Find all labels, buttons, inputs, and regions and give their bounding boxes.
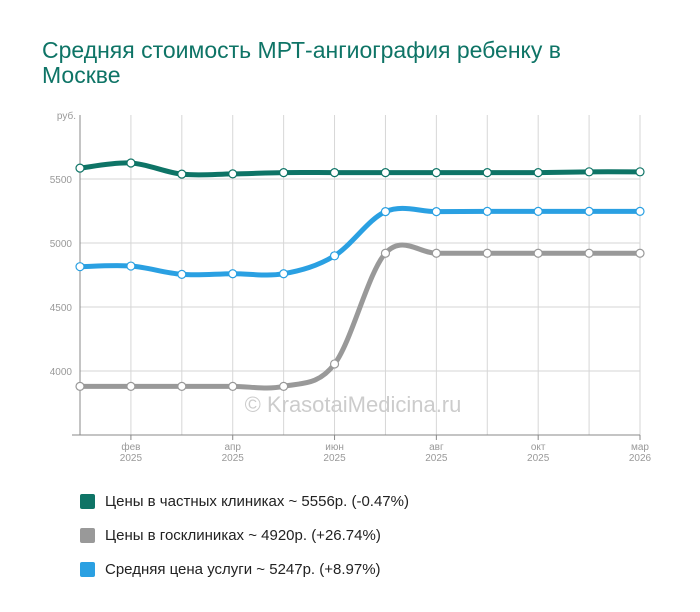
data-point [279, 168, 289, 178]
data-point [329, 359, 340, 369]
y-tick-label: 5000 [50, 239, 73, 250]
series-line [77, 205, 643, 278]
series-line [77, 242, 643, 391]
data-point [329, 168, 340, 178]
data-point [126, 381, 136, 391]
data-point [533, 168, 543, 178]
legend-swatch [80, 493, 95, 509]
legend-swatch [80, 561, 95, 577]
data-point [177, 269, 187, 279]
data-point [75, 381, 85, 391]
data-point [177, 169, 187, 179]
legend: Цены в частных клиниках ~ 5556р. (-0.47%… [80, 484, 409, 586]
x-tick-year: 2026 [629, 453, 652, 464]
y-tick-label: 5500 [50, 175, 73, 186]
legend-label: Средняя цена услуги ~ 5247р. (+8.97%) [105, 560, 381, 578]
y-tick-label: 4000 [50, 367, 73, 378]
x-tick-label: апр [224, 442, 241, 453]
series-line [77, 160, 643, 178]
data-point [228, 269, 238, 279]
data-point [380, 248, 391, 258]
data-point [635, 206, 645, 216]
data-point [380, 168, 391, 178]
data-point [126, 158, 136, 168]
data-point [584, 206, 594, 216]
legend-item[interactable]: Цены в госклиниках ~ 4920р. (+26.74%) [80, 518, 409, 552]
data-point [228, 381, 238, 391]
data-point [533, 248, 543, 258]
data-point [126, 261, 136, 271]
data-point [533, 206, 543, 216]
x-tick-label: окт [531, 442, 546, 453]
data-point [431, 168, 441, 178]
data-point [329, 251, 340, 261]
x-tick-year: 2025 [222, 453, 245, 464]
data-point [482, 168, 492, 178]
y-tick-label: 4500 [50, 303, 73, 314]
data-point [584, 167, 594, 177]
line-chart: 4000450050005500руб.фев2025апр2025июн202… [50, 110, 652, 464]
data-point [431, 248, 441, 258]
legend-item[interactable]: Средняя цена услуги ~ 5247р. (+8.97%) [80, 552, 409, 586]
x-tick-label: фев [121, 441, 140, 453]
x-tick-label: мар [631, 442, 649, 453]
x-tick-label: июн [325, 442, 344, 453]
data-point [482, 248, 492, 258]
chart-title: Средняя стоимость МРТ-ангиография ребенк… [42, 37, 561, 88]
data-point [177, 381, 187, 391]
data-point [635, 167, 645, 177]
legend-swatch [80, 527, 95, 543]
data-point [279, 381, 289, 391]
legend-label: Цены в частных клиниках ~ 5556р. (-0.47%… [105, 492, 409, 510]
legend-item[interactable]: Цены в частных клиниках ~ 5556р. (-0.47%… [80, 484, 409, 518]
data-point [431, 207, 441, 217]
data-point [228, 169, 238, 179]
data-point [482, 206, 492, 216]
data-point [279, 269, 289, 279]
x-tick-year: 2025 [120, 453, 143, 464]
x-tick-year: 2025 [527, 453, 550, 464]
data-point [584, 248, 594, 258]
data-point [635, 248, 645, 258]
legend-label: Цены в госклиниках ~ 4920р. (+26.74%) [105, 526, 381, 544]
data-point [380, 207, 391, 217]
data-point [75, 262, 85, 272]
y-axis-unit: руб. [57, 110, 76, 122]
data-point [75, 163, 85, 173]
x-tick-year: 2025 [323, 453, 346, 464]
x-tick-year: 2025 [425, 453, 448, 464]
x-tick-label: авг [429, 442, 444, 453]
watermark: © KrasotaiMedicina.ru [245, 392, 462, 417]
